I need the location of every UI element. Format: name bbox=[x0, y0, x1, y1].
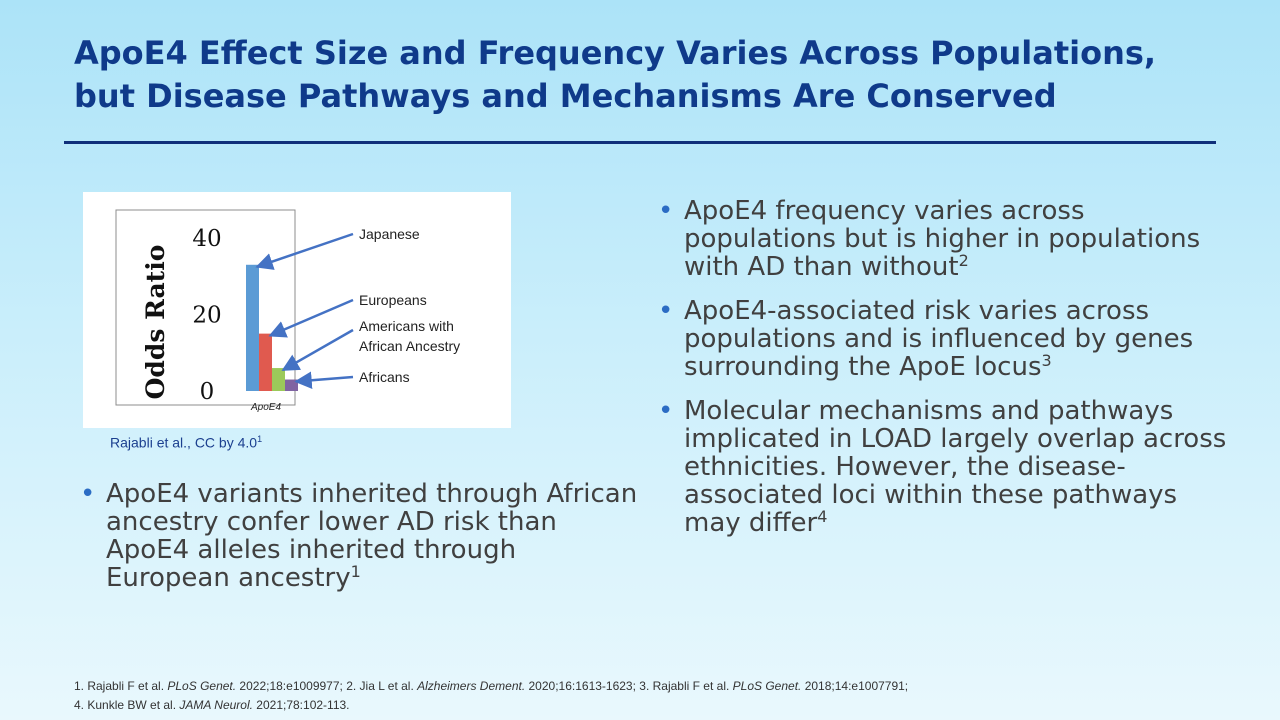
series-label: Europeans bbox=[359, 292, 427, 308]
bullet-ref: 3 bbox=[1041, 351, 1052, 370]
caption-text: Rajabli et al., CC by 4.0 bbox=[110, 434, 258, 451]
bar-japanese bbox=[246, 264, 259, 391]
left-bullet-list: • ApoE4 variants inherited through Afric… bbox=[80, 480, 640, 592]
ref-text: 2020;16:1613-1623; 3. Rajabli F et al. bbox=[525, 679, 733, 693]
bullet-item: • ApoE4 variants inherited through Afric… bbox=[80, 480, 640, 592]
bullet-item: • Molecular mechanisms and pathways impl… bbox=[658, 397, 1238, 537]
title-divider bbox=[64, 141, 1216, 144]
ref-journal: PLoS Genet. bbox=[732, 679, 802, 693]
bullet-text: ApoE4 variants inherited through African… bbox=[106, 479, 638, 593]
chart-svg: Odds Ratio 0 20 40 ApoE4 Japanese Europeans Ame… bbox=[115, 209, 460, 413]
label-arrow bbox=[281, 328, 354, 372]
figure-caption: Rajabli et al., CC by 4.01 bbox=[110, 434, 262, 451]
plot-frame bbox=[115, 209, 296, 406]
bar-americans-with-african-ancestry bbox=[272, 368, 285, 391]
x-axis-label: ApoE4 bbox=[250, 402, 281, 413]
bullet-ref: 4 bbox=[817, 507, 828, 526]
bullet-dot-icon: • bbox=[80, 479, 96, 509]
bullet-item: • ApoE4 frequency varies across populati… bbox=[658, 197, 1238, 281]
reference-line-1: 1. Rajabli F et al. PLoS Genet. 2022;18:… bbox=[74, 677, 1254, 696]
bullet-ref: 1 bbox=[350, 562, 361, 581]
right-bullet-list: • ApoE4 frequency varies across populati… bbox=[658, 197, 1238, 553]
y-tick-label: 20 bbox=[192, 303, 221, 329]
bullet-dot-icon: • bbox=[658, 396, 674, 426]
label-arrow bbox=[294, 371, 354, 390]
odds-ratio-chart: Odds Ratio 0 20 40 ApoE4 Japanese Europeans Ame… bbox=[83, 192, 511, 428]
caption-ref: 1 bbox=[257, 434, 263, 444]
y-axis-label: Odds Ratio bbox=[141, 245, 170, 400]
y-tick-label: 40 bbox=[192, 226, 221, 252]
reference-line-2: 4. Kunkle BW et al. JAMA Neurol. 2021;78… bbox=[74, 696, 1254, 715]
references: 1. Rajabli F et al. PLoS Genet. 2022;18:… bbox=[74, 677, 1254, 715]
ref-text: 4. Kunkle BW et al. bbox=[74, 698, 180, 712]
bullet-text: ApoE4-associated risk varies across popu… bbox=[684, 296, 1194, 382]
ref-journal: Alzheimers Dement. bbox=[417, 679, 526, 693]
ref-text: 2021;78:102-113. bbox=[252, 698, 350, 712]
bullet-item: • ApoE4-associated risk varies across po… bbox=[658, 297, 1238, 381]
bullet-text: Molecular mechanisms and pathways implic… bbox=[684, 396, 1227, 538]
ref-journal: PLoS Genet. bbox=[167, 679, 237, 693]
ref-journal: JAMA Neurol. bbox=[179, 698, 253, 712]
bullet-text: ApoE4 frequency varies across population… bbox=[684, 196, 1201, 282]
slide-title: ApoE4 Effect Size and Frequency Varies A… bbox=[74, 34, 1157, 115]
bullet-ref: 2 bbox=[958, 251, 969, 270]
bullet-dot-icon: • bbox=[658, 196, 674, 226]
series-label: Africans bbox=[359, 369, 410, 385]
label-arrow bbox=[255, 232, 354, 270]
bar-africans bbox=[285, 379, 298, 391]
bullet-dot-icon: • bbox=[658, 296, 674, 326]
series-label: Japanese bbox=[359, 226, 420, 242]
ref-text: 1. Rajabli F et al. bbox=[74, 679, 168, 693]
ref-text: 2018;14:e1007791; bbox=[801, 679, 909, 693]
y-tick-label: 0 bbox=[200, 379, 215, 405]
label-arrow bbox=[268, 298, 354, 338]
ref-text: 2022;18:e1009977; 2. Jia L et al. bbox=[236, 679, 418, 693]
series-label: Americans with African Ancestry bbox=[359, 318, 460, 354]
bar-europeans bbox=[259, 333, 272, 391]
